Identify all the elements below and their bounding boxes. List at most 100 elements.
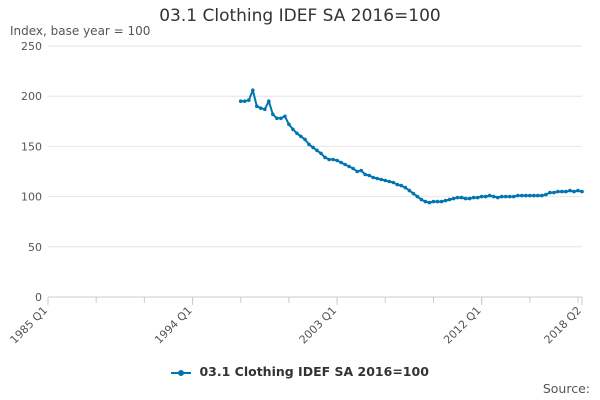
data-point[interactable] <box>251 88 255 92</box>
data-point[interactable] <box>371 175 376 180</box>
data-point[interactable] <box>247 98 251 102</box>
data-point[interactable] <box>263 107 267 112</box>
data-point[interactable] <box>435 199 440 204</box>
legend-swatch <box>171 368 192 378</box>
data-point[interactable] <box>439 199 444 204</box>
data-point[interactable] <box>351 166 355 171</box>
data-point[interactable] <box>572 189 576 194</box>
data-point[interactable] <box>407 188 412 193</box>
data-point[interactable] <box>383 178 388 183</box>
data-point[interactable] <box>315 148 319 153</box>
data-point[interactable] <box>499 194 504 199</box>
chart-title: 03.1 Clothing IDEF SA 2016=100 <box>159 6 441 26</box>
data-point[interactable] <box>399 183 404 188</box>
data-point[interactable] <box>323 155 327 160</box>
data-point[interactable] <box>455 195 460 200</box>
data-point[interactable] <box>347 164 351 169</box>
data-point[interactable] <box>528 193 532 198</box>
data-point[interactable] <box>560 189 564 194</box>
data-point[interactable] <box>415 194 420 199</box>
x-tick-label: 2003 Q1 <box>297 304 340 347</box>
data-point[interactable] <box>463 196 468 201</box>
source-label[interactable]: Source: <box>542 381 590 396</box>
data-point[interactable] <box>487 193 492 198</box>
data-point[interactable] <box>283 114 287 119</box>
legend-label: 03.1 Clothing IDEF SA 2016=100 <box>199 364 429 379</box>
data-point[interactable] <box>576 188 580 193</box>
data-point[interactable] <box>443 198 448 203</box>
data-point[interactable] <box>359 168 364 173</box>
y-tick-label: 50 <box>28 241 42 254</box>
data-point[interactable] <box>395 182 400 187</box>
x-tick-label: 1985 Q1 <box>8 304 51 347</box>
y-tick-label: 150 <box>21 140 42 153</box>
data-point[interactable] <box>259 106 263 110</box>
data-point[interactable] <box>459 195 464 200</box>
data-point[interactable] <box>475 195 480 200</box>
data-point[interactable] <box>483 194 488 199</box>
data-point[interactable] <box>520 193 524 198</box>
data-point[interactable] <box>331 157 335 162</box>
data-point[interactable] <box>516 193 520 198</box>
data-point[interactable] <box>238 99 243 103</box>
data-point[interactable] <box>511 194 516 199</box>
data-point[interactable] <box>423 199 428 204</box>
data-point[interactable] <box>467 196 472 201</box>
data-point[interactable] <box>544 192 548 197</box>
data-point[interactable] <box>532 193 536 198</box>
data-point[interactable] <box>339 160 343 165</box>
x-tick-label: 2012 Q1 <box>441 304 484 347</box>
data-point[interactable] <box>471 195 476 200</box>
data-point[interactable] <box>419 197 424 202</box>
data-point[interactable] <box>254 104 259 108</box>
data-point[interactable] <box>540 193 544 198</box>
data-point[interactable] <box>548 190 552 195</box>
data-point[interactable] <box>379 177 384 182</box>
data-point[interactable] <box>307 142 311 147</box>
data-point[interactable] <box>295 131 299 136</box>
data-point[interactable] <box>568 188 572 193</box>
y-axis-label: Index, base year = 100 <box>10 24 151 38</box>
data-point[interactable] <box>552 190 556 195</box>
data-point[interactable] <box>287 122 291 127</box>
data-point[interactable] <box>411 191 416 196</box>
data-point[interactable] <box>403 185 408 190</box>
y-tick-label: 0 <box>35 291 42 304</box>
data-point[interactable] <box>564 189 568 194</box>
data-point[interactable] <box>299 134 303 139</box>
data-point[interactable] <box>451 196 456 201</box>
data-point[interactable] <box>291 127 295 132</box>
data-point[interactable] <box>447 197 452 202</box>
data-point[interactable] <box>375 176 380 181</box>
data-point[interactable] <box>503 194 508 199</box>
data-point[interactable] <box>327 157 331 162</box>
axes: 0 50 100 150 200 250 1985 Q1 1994 Q1 2003 Q1 2012… <box>8 40 585 346</box>
y-tick-label: 250 <box>21 40 42 53</box>
data-point[interactable] <box>242 99 247 103</box>
data-point[interactable] <box>536 193 540 198</box>
data-point[interactable] <box>391 180 396 185</box>
data-point[interactable] <box>491 194 496 199</box>
data-point[interactable] <box>355 169 360 174</box>
data-point[interactable] <box>303 137 307 142</box>
data-point[interactable] <box>387 179 392 184</box>
legend[interactable]: 03.1 Clothing IDEF SA 2016=100 <box>0 364 600 379</box>
data-point[interactable] <box>367 173 372 178</box>
data-point[interactable] <box>279 116 283 121</box>
data-point[interactable] <box>427 200 432 205</box>
data-point[interactable] <box>431 199 436 204</box>
data-point[interactable] <box>580 189 584 194</box>
data-point[interactable] <box>271 112 275 117</box>
data-point[interactable] <box>335 158 339 163</box>
data-point[interactable] <box>267 99 271 103</box>
data-point[interactable] <box>275 116 279 121</box>
data-point[interactable] <box>363 172 368 177</box>
data-point[interactable] <box>495 195 500 200</box>
data-point[interactable] <box>343 162 347 167</box>
data-point[interactable] <box>311 145 315 150</box>
data-point[interactable] <box>556 189 560 194</box>
data-point[interactable] <box>524 193 528 198</box>
data-point[interactable] <box>319 151 323 156</box>
data-point[interactable] <box>507 194 512 199</box>
data-point[interactable] <box>479 194 484 199</box>
